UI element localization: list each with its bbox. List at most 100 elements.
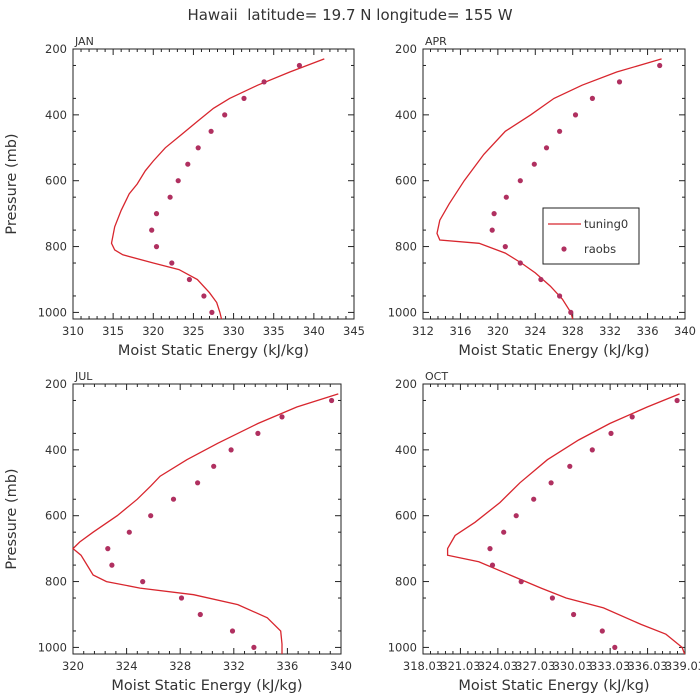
- y-axis-label: Pressure (mb): [4, 133, 20, 234]
- data-point-raobs: [487, 546, 493, 552]
- y-tick-label: 400: [45, 108, 67, 122]
- data-point-raobs: [489, 562, 496, 568]
- x-tick-label: 330: [223, 324, 245, 338]
- legend-dot-swatch: [561, 246, 567, 252]
- legend-box: [542, 207, 640, 265]
- x-tick-label: 321.03: [440, 659, 480, 673]
- data-point-raobs: [255, 430, 261, 436]
- data-point-raobs: [616, 79, 623, 85]
- data-point-raobs: [489, 227, 495, 233]
- x-tick-label: 318.03: [403, 659, 443, 673]
- x-tick-label: 324: [524, 324, 546, 338]
- data-point-raobs: [589, 447, 595, 453]
- y-tick-label: 1000: [38, 305, 67, 319]
- y-tick-label: 800: [395, 575, 417, 589]
- data-point-raobs: [126, 529, 132, 535]
- panel-jan: JAN 310 315 320 325 330 335 340 345 200 400 600 800 1…: [4, 35, 365, 359]
- data-point-raobs: [557, 293, 563, 299]
- data-point-raobs: [140, 579, 146, 585]
- data-point-raobs: [279, 414, 285, 420]
- x-tick-label: 324: [116, 659, 138, 673]
- data-point-raobs: [153, 211, 160, 217]
- y-axis-label: Pressure (mb): [4, 468, 20, 569]
- series-line-tuning0: [446, 393, 686, 655]
- y-tick-label: 800: [45, 575, 67, 589]
- x-tick-label: 330.03: [553, 659, 593, 673]
- data-point-raobs: [531, 496, 537, 502]
- legend-label-model: tuning0: [584, 217, 628, 231]
- series-line-tuning0: [110, 58, 325, 320]
- x-tick-label: 340: [330, 659, 352, 673]
- x-tick-label: 324.03: [478, 659, 518, 673]
- x-tick-label: 320: [62, 659, 84, 673]
- panel-jul: JUL 320 324 328 332 336 340 200 400 600 800 1000 Moi…: [4, 370, 352, 694]
- y-tick-label: 1000: [388, 305, 417, 319]
- x-tick-label: 333.03: [590, 659, 630, 673]
- panel-apr: APR 312 316 320 324 328 332 336 340 200 400 600 800 1…: [388, 35, 696, 359]
- panel-title: JAN: [74, 35, 94, 48]
- panels: JAN 310 315 320 325 330 335 340 345 200 400 600 800 1…: [4, 35, 700, 694]
- data-point-raobs: [329, 397, 335, 404]
- x-tick-label: 327.03: [515, 659, 555, 673]
- data-point-raobs: [261, 79, 267, 85]
- data-point-raobs: [518, 579, 524, 585]
- data-point-raobs: [208, 128, 214, 134]
- panel-title: JUL: [74, 370, 93, 383]
- y-tick-label: 600: [45, 509, 67, 523]
- y-tick-label: 800: [395, 240, 417, 254]
- y-tick-label: 600: [395, 509, 417, 523]
- data-point-raobs: [241, 95, 247, 101]
- data-point-raobs: [548, 480, 554, 486]
- y-tick-label: 1000: [38, 640, 67, 654]
- y-tick-label: 600: [395, 174, 417, 188]
- data-point-raobs: [169, 260, 175, 266]
- data-point-raobs: [502, 244, 508, 250]
- x-tick-label: 312: [412, 324, 434, 338]
- legend: tuning0 raobs: [542, 207, 640, 265]
- data-point-raobs: [195, 145, 201, 151]
- data-point-raobs: [571, 611, 577, 618]
- data-point-raobs: [105, 546, 111, 552]
- data-point-raobs: [195, 480, 201, 486]
- data-point-raobs: [222, 112, 228, 118]
- x-tick-label: 345: [343, 324, 365, 338]
- data-point-raobs: [629, 414, 635, 420]
- x-tick-label: 332: [599, 324, 621, 338]
- x-tick-label: 325: [182, 324, 204, 338]
- data-point-raobs: [109, 562, 115, 568]
- data-point-raobs: [228, 447, 234, 453]
- x-tick-label: 336: [637, 324, 659, 338]
- data-point-raobs: [209, 309, 215, 315]
- x-tick-label: 320: [142, 324, 164, 338]
- data-point-raobs: [197, 611, 203, 618]
- x-tick-label: 320: [487, 324, 509, 338]
- legend-label-obs: raobs: [584, 242, 616, 256]
- data-point-raobs: [557, 128, 563, 134]
- x-tick-label: 328: [169, 659, 191, 673]
- y-tick-label: 400: [395, 443, 417, 457]
- data-point-raobs: [185, 161, 191, 167]
- data-point-raobs: [201, 293, 207, 299]
- y-tick-label: 200: [45, 377, 67, 391]
- x-axis-label: Moist Static Energy (kJ/kg): [458, 343, 649, 359]
- data-point-raobs: [608, 430, 614, 436]
- x-tick-label: 328: [562, 324, 584, 338]
- x-tick-label: 310: [62, 324, 84, 338]
- x-tick-label: 335: [263, 324, 285, 338]
- data-point-raobs: [657, 62, 663, 69]
- data-point-raobs: [153, 244, 160, 250]
- data-point-raobs: [674, 397, 680, 404]
- plot-frame: [422, 383, 686, 655]
- x-tick-label: 340: [303, 324, 325, 338]
- x-tick-label: 340: [674, 324, 696, 338]
- plot-frame: [72, 48, 355, 320]
- plot-frame: [422, 48, 686, 320]
- x-axis-label: Moist Static Energy (kJ/kg): [118, 343, 309, 359]
- data-point-raobs: [517, 260, 523, 266]
- data-point-raobs: [149, 227, 155, 233]
- data-point-raobs: [211, 463, 217, 469]
- data-point-raobs: [503, 194, 509, 200]
- x-tick-label: 336: [276, 659, 298, 673]
- panel-title: APR: [425, 35, 447, 48]
